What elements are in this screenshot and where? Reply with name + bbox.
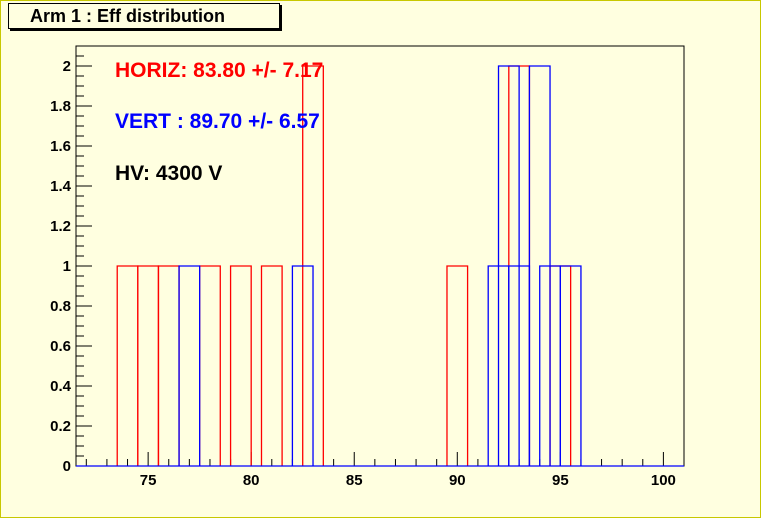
x-tick-label: 95 [552,472,569,489]
vert-bin [291,265,314,466]
y-tick-label: 1.4 [50,178,72,195]
x-tick-label: 100 [651,472,676,489]
y-tick-label: 1 [63,258,71,275]
y-tick-label: 0 [63,458,71,475]
x-tick-label: 90 [449,472,466,489]
horiz-bin [260,265,283,466]
x-tick-label: 85 [346,472,363,489]
vert-stat-label: VERT : 89.70 +/- 6.57 [115,110,320,133]
horiz-bin [446,265,469,466]
x-tick-label: 75 [140,472,157,489]
y-tick-label: 1.6 [50,138,71,155]
horiz-bin [229,265,252,466]
y-tick-label: 0.2 [50,418,71,435]
x-tick-label: 80 [243,472,260,489]
axes: 75 80 85 90 95 100 0 0.2 0.4 0.6 0.8 1 1.2 1.4 1.6 1.8 2 [50,45,685,489]
vert-bin [178,265,201,466]
vert-bin [559,265,582,466]
y-tick-label: 2 [63,58,71,75]
histogram-bars [76,65,684,467]
y-tick-label: 0.6 [50,338,71,355]
y-tick-label: 1.2 [50,218,71,235]
y-tick-label: 0.4 [50,378,72,395]
y-tick-label: 0.8 [50,298,71,315]
chart-title: Arm 1 : Eff distribution [8,3,280,29]
hv-label: HV: 4300 V [115,162,222,185]
stat-annotations: HORIZ: 83.80 +/- 7.17 VERT : 89.70 +/- 6.… [115,59,323,185]
plot-frame [75,45,685,467]
y-tick-label: 1.8 [50,98,71,115]
horiz-stat-label: HORIZ: 83.80 +/- 7.17 [115,59,323,82]
